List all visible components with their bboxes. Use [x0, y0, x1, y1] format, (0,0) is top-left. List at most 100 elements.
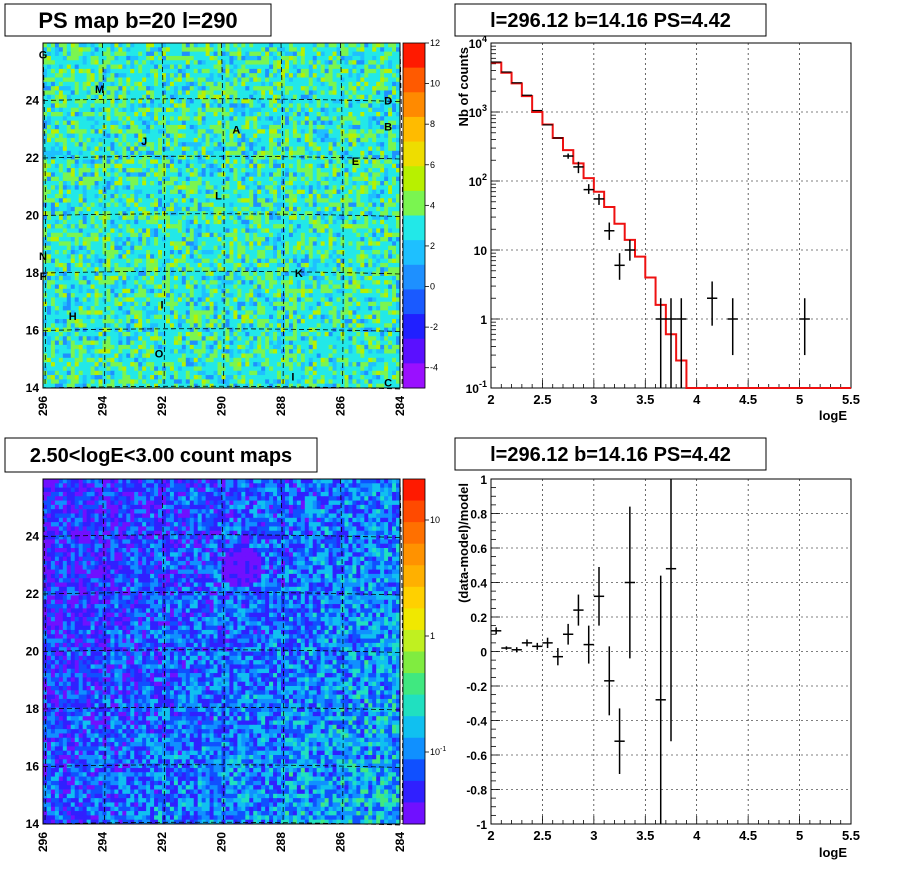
map-cell	[173, 94, 179, 100]
map-cell	[70, 120, 76, 126]
map-cell	[376, 206, 381, 212]
map-cell	[261, 107, 266, 113]
map-cell	[146, 232, 151, 238]
map-cell	[312, 94, 318, 100]
map-cell	[380, 245, 385, 251]
map-cell	[237, 275, 242, 281]
map-cell	[269, 120, 274, 126]
map-cell	[356, 215, 361, 221]
map-cell	[241, 86, 246, 91]
map-cell	[261, 94, 266, 100]
map-cell	[380, 107, 385, 113]
map-cell	[213, 107, 218, 113]
map-cell	[74, 81, 80, 87]
map-cell	[102, 241, 107, 247]
map-cell	[376, 262, 381, 268]
map-cell	[308, 60, 314, 65]
map-cell	[209, 116, 214, 122]
map-cell	[162, 55, 167, 61]
map-cell	[284, 176, 290, 182]
map-cell	[185, 107, 191, 113]
map-cell	[396, 262, 401, 268]
map-cell	[344, 159, 349, 165]
map-cell	[193, 55, 199, 61]
map-cell	[177, 168, 183, 173]
map-cell	[173, 142, 179, 147]
map-cell	[154, 107, 159, 113]
map-cell	[249, 81, 254, 87]
map-cell	[392, 116, 397, 122]
map-cell	[54, 245, 60, 251]
map-cell	[62, 189, 68, 195]
map-cell	[233, 159, 238, 165]
map-cell	[281, 77, 286, 83]
map-cell	[106, 64, 111, 70]
map-cell	[169, 137, 175, 143]
map-cell	[150, 90, 155, 96]
map-cell	[122, 185, 127, 191]
map-cell	[142, 146, 147, 152]
map-cell	[66, 245, 72, 251]
map-cell	[376, 172, 381, 178]
map-cell	[380, 159, 385, 165]
map-cell	[62, 232, 68, 238]
map-cell	[324, 64, 329, 70]
map-cell	[78, 129, 84, 134]
map-cell	[146, 64, 151, 70]
map-cell	[396, 55, 401, 61]
map-cell	[229, 202, 234, 208]
map-cell	[292, 86, 298, 91]
map-cell	[265, 55, 270, 61]
map-cell	[360, 55, 365, 61]
map-cell	[336, 55, 341, 61]
map-cell	[281, 267, 286, 272]
map-cell	[146, 185, 151, 191]
map-cell	[197, 64, 203, 70]
map-cell	[225, 241, 230, 247]
map-cell	[265, 150, 270, 156]
map-cell	[189, 228, 195, 234]
map-cell	[165, 198, 171, 203]
map-cell	[98, 241, 103, 247]
map-cell	[173, 81, 179, 87]
map-cell	[253, 55, 258, 61]
map-cell	[284, 211, 290, 216]
map-cell	[82, 176, 88, 182]
map-cell	[177, 73, 183, 78]
map-cell	[154, 224, 159, 229]
map-cell	[181, 90, 187, 96]
map-cell	[205, 120, 210, 126]
map-cell	[380, 112, 385, 117]
map-cell	[50, 172, 56, 178]
map-cell	[201, 172, 207, 178]
map-cell	[43, 150, 48, 156]
map-cell	[50, 215, 56, 221]
map-cell	[98, 142, 103, 147]
map-cell	[320, 43, 326, 48]
map-cell	[150, 193, 155, 199]
map-cell	[396, 133, 401, 139]
map-cell	[173, 215, 179, 221]
map-cell	[197, 241, 203, 247]
map-cell	[98, 77, 103, 83]
ps-map-title-box	[4, 3, 272, 37]
map-cell	[249, 237, 254, 242]
map-cell	[300, 250, 306, 255]
map-cell	[138, 237, 143, 242]
map-cell	[352, 159, 357, 165]
map-cell	[169, 73, 175, 78]
map-cell	[364, 73, 369, 78]
map-cell	[380, 228, 385, 234]
map-cell	[82, 43, 88, 48]
map-cell	[273, 73, 278, 78]
map-cell	[43, 271, 48, 277]
map-cell	[150, 150, 155, 156]
map-cell	[221, 77, 226, 83]
map-cell	[328, 206, 333, 212]
map-cell	[126, 43, 131, 48]
map-cell	[269, 254, 274, 260]
map-cell	[146, 99, 151, 104]
map-cell	[50, 47, 56, 53]
map-cell	[281, 90, 286, 96]
map-cell	[43, 60, 48, 65]
